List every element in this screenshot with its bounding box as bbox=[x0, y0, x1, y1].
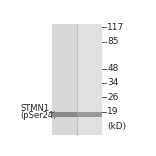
Text: 26: 26 bbox=[107, 93, 119, 102]
Text: STMN1: STMN1 bbox=[21, 104, 50, 113]
Text: (kD): (kD) bbox=[107, 122, 126, 131]
Text: 34: 34 bbox=[107, 78, 119, 88]
Text: 19: 19 bbox=[107, 107, 119, 116]
Bar bbox=[77, 24, 102, 135]
Bar bbox=[52, 112, 77, 117]
Text: 48: 48 bbox=[107, 64, 119, 73]
Text: 117: 117 bbox=[107, 23, 124, 32]
Text: 85: 85 bbox=[107, 37, 119, 46]
Bar bbox=[77, 112, 102, 117]
Text: (pSer24): (pSer24) bbox=[21, 111, 57, 120]
Bar bbox=[52, 24, 77, 135]
